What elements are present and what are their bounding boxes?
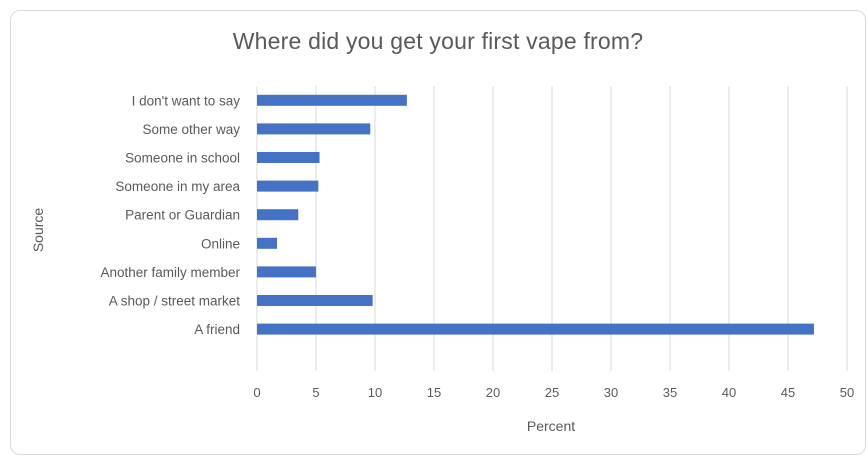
x-tick-label: 35 bbox=[663, 385, 677, 400]
x-tick-label: 10 bbox=[368, 385, 382, 400]
x-axis-label: Percent bbox=[526, 418, 576, 434]
category-label: Online bbox=[201, 236, 240, 251]
x-tick-label: 5 bbox=[312, 385, 319, 400]
x-tick-label: 50 bbox=[840, 385, 854, 400]
x-tick-label: 45 bbox=[781, 385, 795, 400]
category-label: A friend bbox=[194, 322, 240, 337]
category-label: Parent or Guardian bbox=[125, 208, 240, 223]
bar bbox=[257, 180, 319, 192]
x-tick-label: 40 bbox=[722, 385, 736, 400]
x-tick-label: 0 bbox=[253, 385, 260, 400]
bar bbox=[257, 152, 320, 163]
x-tick-label: 25 bbox=[545, 385, 559, 400]
x-tick-label: 20 bbox=[486, 385, 500, 400]
x-tick-label: 30 bbox=[604, 385, 618, 400]
chart-title: Where did you get your first vape from? bbox=[232, 28, 644, 54]
bar bbox=[257, 209, 299, 221]
bar bbox=[257, 237, 278, 249]
category-label: A shop / street market bbox=[109, 294, 241, 309]
chart-card bbox=[10, 10, 866, 455]
bar bbox=[257, 295, 373, 306]
bar bbox=[257, 323, 814, 335]
x-tick-label: 15 bbox=[427, 385, 441, 400]
category-label: Another family member bbox=[100, 265, 240, 280]
category-label: Some other way bbox=[142, 122, 240, 137]
bar bbox=[257, 123, 371, 135]
bar bbox=[257, 94, 407, 106]
category-label: Someone in my area bbox=[115, 179, 240, 194]
category-label: Someone in school bbox=[125, 151, 240, 166]
category-label: I don't want to say bbox=[132, 93, 241, 108]
bar bbox=[257, 266, 316, 278]
